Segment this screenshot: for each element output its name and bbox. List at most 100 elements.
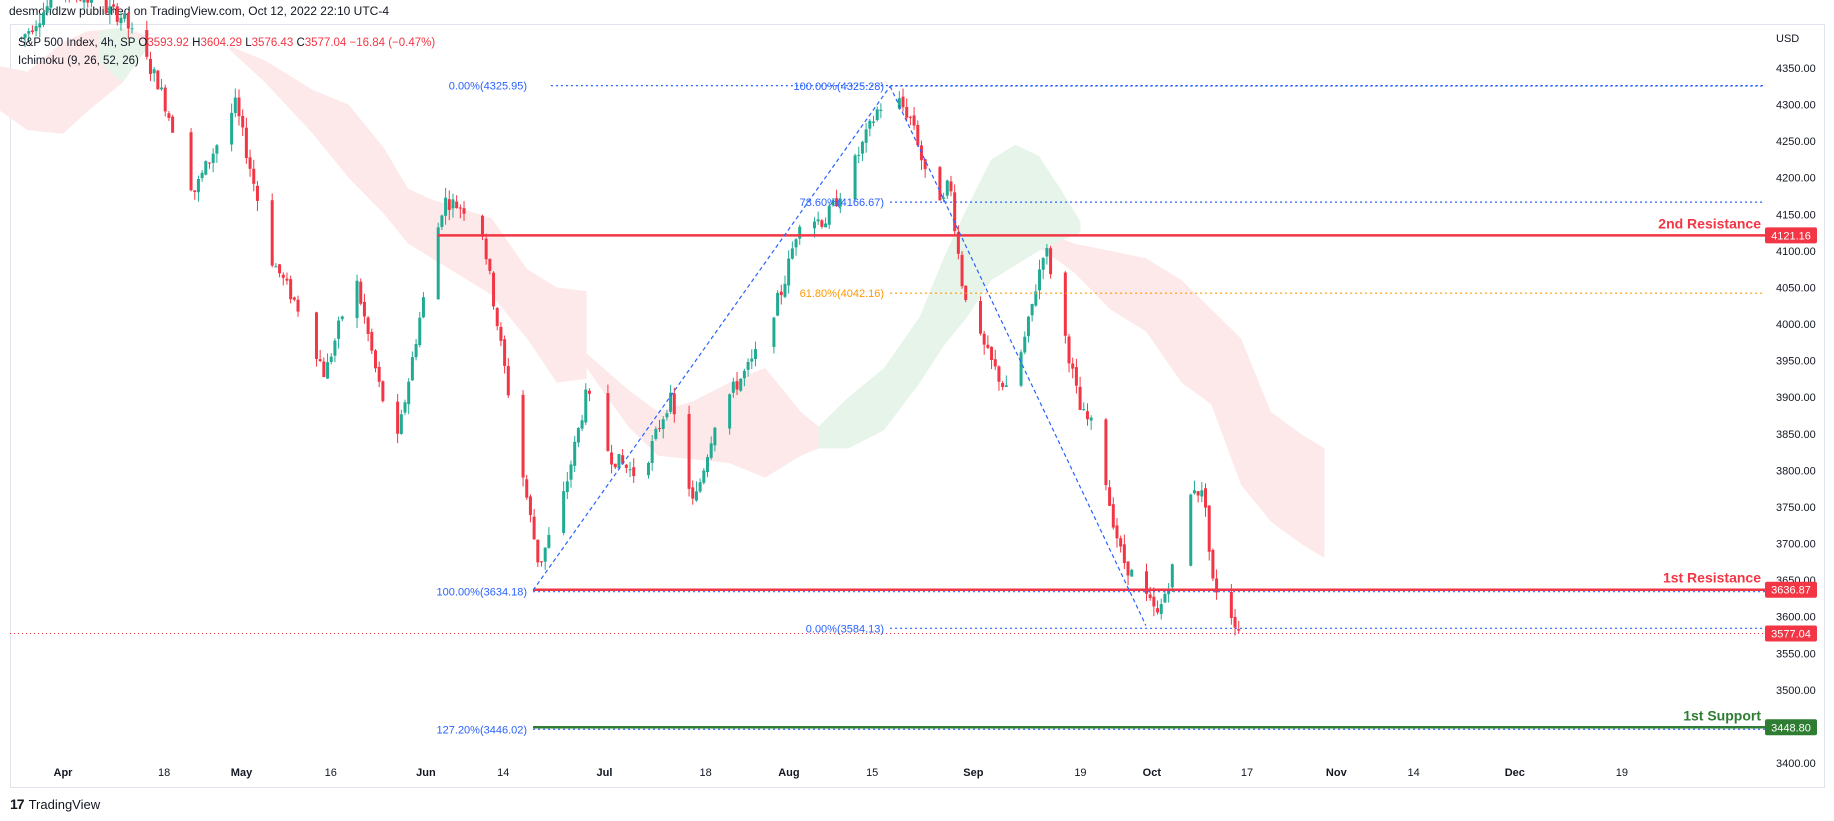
ohlc-row: S&P 500 Index, 4h, SP O3593.92 H3604.29 … [18, 34, 435, 52]
candle [669, 384, 673, 414]
candle [787, 250, 791, 294]
candle [244, 117, 248, 164]
candle [547, 527, 551, 549]
swing-line-0[interactable] [532, 85, 891, 591]
candle [990, 346, 994, 370]
symbol-label[interactable]: S&P 500 Index, 4h, SP [18, 37, 136, 49]
candle [252, 159, 256, 192]
open-value: 3593.92 [147, 37, 189, 49]
candle [23, 33, 27, 48]
candle [1078, 376, 1082, 411]
candle [1144, 563, 1148, 601]
x-tick-label: 16 [325, 767, 337, 779]
chart-legend: S&P 500 Index, 4h, SP O3593.92 H3604.29 … [18, 34, 435, 70]
candle [646, 461, 650, 479]
candle [1019, 349, 1023, 388]
candle [462, 201, 466, 221]
candle [89, 0, 93, 8]
candle [126, 12, 130, 39]
svg-text:4121.16: 4121.16 [1771, 230, 1811, 242]
level-price-tag-2: 3448.80 [1765, 719, 1817, 736]
candle [1126, 561, 1130, 586]
candle [329, 353, 333, 365]
fib-label-0: 0.00%(4325.95) [449, 81, 527, 93]
level-label-1: 1st Resistance [1663, 570, 1761, 586]
candle [340, 315, 344, 322]
y-tick-label: 4200.00 [1776, 173, 1816, 185]
candle [123, 13, 127, 23]
candle [241, 109, 245, 136]
fib-label-2: 127.20%(3446.02) [437, 724, 528, 736]
y-tick-label: 4250.00 [1776, 136, 1816, 148]
candle [215, 143, 219, 163]
candle [484, 233, 488, 265]
candle [687, 405, 691, 497]
candle [289, 275, 293, 304]
candle [820, 219, 824, 229]
candle [742, 368, 746, 387]
y-tick-label: 4050.00 [1776, 282, 1816, 294]
candle [292, 296, 296, 302]
candle [1159, 598, 1163, 620]
candle [1063, 271, 1067, 344]
candle [506, 358, 510, 398]
candle [905, 98, 909, 121]
candle [440, 214, 444, 230]
candle [621, 448, 625, 465]
swing-trendlines [532, 85, 1147, 626]
candle [672, 387, 676, 423]
candle [381, 380, 385, 403]
x-tick-label: 18 [699, 767, 711, 779]
candle [145, 20, 149, 60]
swing-line-1[interactable] [889, 86, 1147, 626]
candle [864, 122, 868, 153]
candle [857, 146, 861, 164]
candle [1237, 620, 1241, 634]
candle [455, 195, 459, 209]
candle [521, 390, 525, 487]
footer-brand[interactable]: 17 TradingView [10, 796, 100, 812]
candle [986, 335, 990, 350]
candle [753, 341, 757, 367]
high-label: H [192, 37, 201, 49]
candle [1023, 331, 1027, 355]
brand-name: TradingView [28, 796, 101, 812]
candle [65, 0, 67, 3]
candle [495, 307, 499, 331]
price-axis[interactable]: USD 4350.00 4300.00 4250.00 4200.00 4150.00 41… [1776, 33, 1816, 770]
candle [912, 107, 916, 130]
candle [171, 114, 175, 133]
level-label-0: 2nd Resistance [1658, 215, 1761, 231]
chart-frame [10, 24, 1825, 788]
candle [536, 539, 540, 567]
x-tick-label: 19 [1616, 767, 1628, 779]
candle [444, 187, 448, 225]
candle [76, 0, 78, 3]
candle [68, 0, 70, 3]
y-tick-label: 3850.00 [1776, 429, 1816, 441]
candle [119, 10, 123, 31]
candle [746, 358, 750, 377]
candle [654, 426, 658, 441]
candle [30, 25, 34, 35]
candle [355, 274, 359, 328]
candle [613, 463, 617, 470]
candle [831, 198, 835, 207]
candle [628, 461, 632, 478]
candle [27, 28, 31, 42]
horizontal-levels: 2nd Resistance 1st Resistance 1st Support [10, 215, 1765, 729]
y-tick-label: 4100.00 [1776, 246, 1816, 258]
candle [853, 153, 857, 202]
candle [956, 225, 960, 260]
y-tick-label: 3900.00 [1776, 392, 1816, 404]
candle [230, 103, 234, 152]
candle [167, 110, 171, 121]
candle [337, 316, 341, 349]
candle [130, 22, 134, 34]
candle [410, 351, 414, 381]
candle [1108, 480, 1112, 507]
indicator-label[interactable]: Ichimoku (9, 26, 52, 26) [18, 55, 139, 67]
high-value: 3604.29 [200, 37, 243, 49]
time-axis[interactable]: Apr 18 May 16 Jun 14 Jul 18 Aug 15 Sep 19 Oct 17 Nov 14… [54, 767, 1629, 779]
